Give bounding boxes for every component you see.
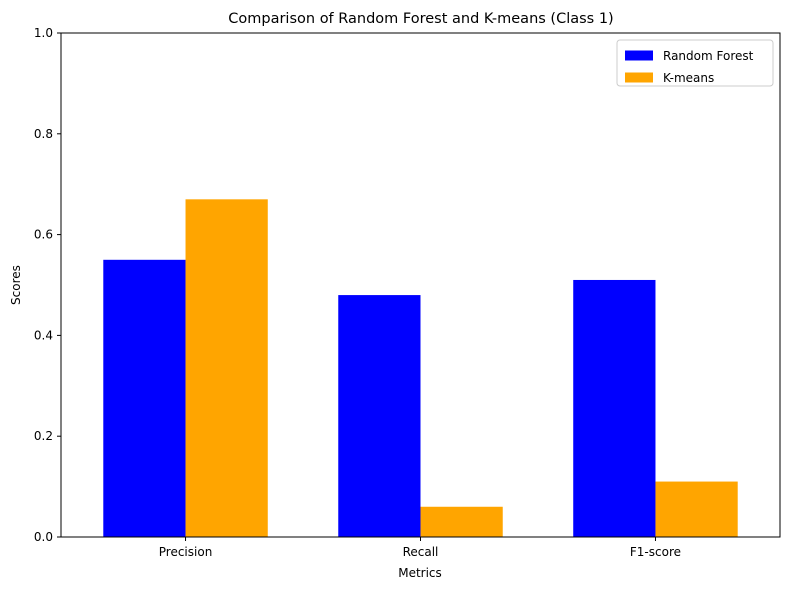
legend-swatch bbox=[625, 50, 653, 61]
plot-area: Precision Recall F1-score 0.0 0.2 0.4 0.6 0.8 1.… bbox=[34, 26, 738, 559]
bar-k-means-precision bbox=[185, 199, 268, 537]
y-tick-label: 0.2 bbox=[34, 429, 53, 443]
y-tick-label: 0.6 bbox=[34, 228, 53, 242]
chart-title: Comparison of Random Forest and K-means … bbox=[228, 11, 613, 27]
legend-swatch bbox=[625, 72, 653, 83]
bar-random-forest-precision bbox=[103, 259, 186, 537]
y-tick-label: 0.8 bbox=[34, 127, 53, 141]
bar-random-forest-f1-score bbox=[573, 279, 656, 537]
bar-k-means-f1-score bbox=[655, 481, 738, 537]
legend-box bbox=[616, 39, 774, 87]
legend: Random Forest K-means bbox=[616, 39, 774, 87]
x-axis-label: Metrics bbox=[398, 566, 442, 580]
bar-k-means-recall bbox=[420, 506, 503, 537]
x-tick-label: F1-score bbox=[630, 545, 681, 559]
y-tick-label: 1.0 bbox=[34, 26, 53, 40]
y-tick-label: 0.4 bbox=[34, 328, 53, 342]
legend-label: Random Forest bbox=[663, 49, 754, 63]
plot-frame bbox=[60, 32, 781, 538]
bar-random-forest-recall bbox=[338, 295, 421, 537]
x-tick-label: Recall bbox=[403, 545, 439, 559]
x-tick-label: Precision bbox=[159, 545, 213, 559]
y-axis-label: Scores bbox=[9, 265, 23, 305]
y-tick-label: 0.0 bbox=[34, 530, 53, 544]
legend-label: K-means bbox=[663, 71, 714, 85]
